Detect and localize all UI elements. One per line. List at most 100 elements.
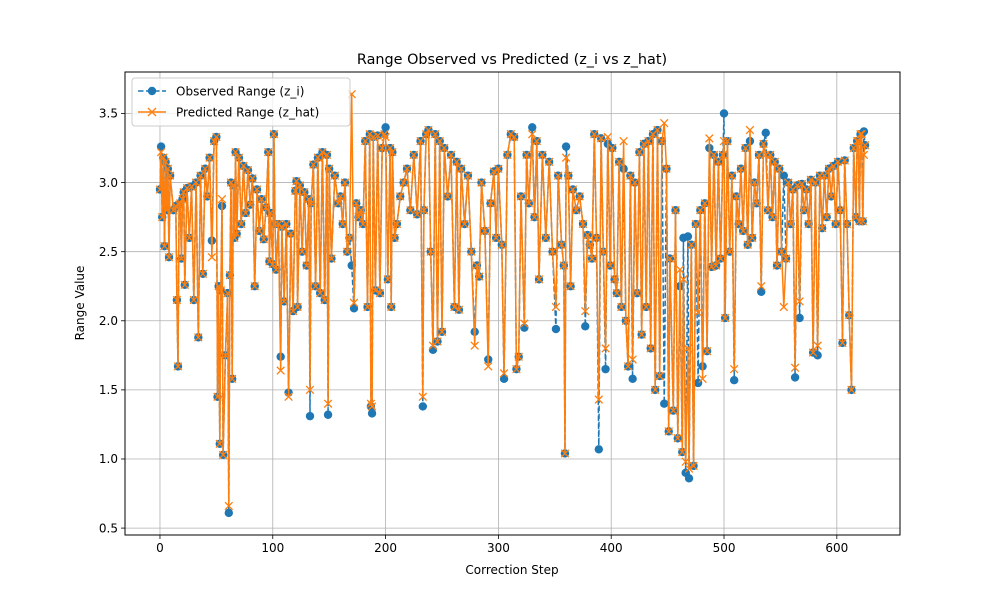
data-point-x: [608, 143, 617, 153]
data-point-x: [223, 288, 232, 298]
data-point-x: [548, 247, 557, 256]
data-point-circle: [581, 322, 590, 331]
data-point-x: [681, 457, 690, 467]
data-point-x: [689, 461, 698, 471]
data-point-x: [209, 136, 219, 146]
plot-frame: [124, 71, 901, 536]
data-point-circle: [594, 445, 603, 454]
data-point-x: [452, 157, 461, 167]
data-point-x: [340, 178, 350, 187]
data-point-x: [659, 118, 669, 128]
data-point-x: [766, 150, 775, 160]
data-point-x: [860, 140, 870, 150]
data-point-x: [293, 302, 302, 312]
data-point-x: [164, 252, 174, 262]
data-point-circle: [779, 171, 789, 180]
data-point-x: [279, 297, 289, 306]
data-point-circle: [795, 313, 804, 323]
data-point-x: [354, 212, 363, 222]
data-point-circle: [601, 364, 610, 374]
data-point-x: [424, 125, 433, 135]
data-point-x: [311, 281, 320, 291]
data-point-circle: [349, 304, 359, 313]
data-point-x: [621, 316, 631, 326]
data-point-x: [544, 157, 554, 167]
data-point-x: [516, 192, 526, 201]
data-point-x: [842, 219, 852, 229]
data-point-x: [614, 157, 624, 167]
data-point-x: [532, 136, 542, 146]
data-point-x: [291, 186, 300, 196]
data-point-circle: [551, 324, 561, 334]
x-tick-label: 200: [374, 541, 397, 555]
data-point-x: [571, 205, 581, 215]
data-point-circle: [528, 123, 537, 132]
data-point-x: [530, 212, 539, 222]
data-point-x: [752, 199, 761, 208]
data-point-x: [775, 164, 784, 174]
data-point-x: [668, 406, 678, 415]
series-predicted: [155, 89, 870, 511]
data-point-x: [402, 164, 412, 174]
data-point-x: [497, 240, 507, 250]
data-point-x: [575, 192, 584, 201]
data-point-x: [194, 333, 203, 342]
data-point-x: [367, 402, 377, 411]
data-point-x: [266, 208, 275, 218]
data-point-x: [817, 223, 827, 233]
data-point-x: [657, 136, 667, 146]
data-point-x: [858, 217, 868, 226]
y-tick-label: 1.0: [99, 452, 118, 466]
data-point-x: [463, 171, 473, 180]
data-point-x: [723, 136, 732, 146]
data-point-x: [522, 150, 531, 160]
data-point-x: [784, 178, 793, 187]
x-tick-label: 400: [600, 541, 623, 555]
data-point-x: [564, 171, 573, 180]
data-point-x: [786, 219, 795, 229]
data-point-x: [486, 199, 495, 208]
data-point-x: [662, 164, 671, 174]
data-point-circle: [224, 508, 233, 518]
data-point-x: [524, 199, 534, 208]
data-point-x: [231, 147, 240, 157]
data-point-x: [822, 212, 831, 222]
x-tick-label: 600: [825, 541, 848, 555]
data-point-x: [218, 450, 228, 460]
data-point-circle: [628, 374, 637, 384]
data-point-x: [322, 150, 332, 160]
axis-ticks: 0 100 200 300 400 500 600 0.5 1.0 1.5 2.0 2.5 3.0 3.5: [99, 107, 848, 555]
data-point-x: [419, 205, 429, 215]
data-point-x: [503, 150, 512, 160]
data-point-x: [855, 217, 864, 226]
data-point-x: [599, 247, 608, 256]
data-point-circle: [761, 128, 770, 138]
data-point-x: [268, 259, 278, 269]
data-point-x: [772, 261, 782, 270]
data-point-x: [161, 157, 170, 167]
data-point-x: [806, 175, 816, 185]
data-point-x: [630, 178, 640, 187]
data-point-x: [665, 254, 675, 263]
data-point-x: [534, 275, 544, 284]
legend-label-predicted: Predicted Range (z_hat): [176, 106, 319, 120]
data-point-x: [430, 129, 440, 139]
data-point-x: [520, 319, 529, 328]
data-point-x: [590, 129, 599, 139]
data-point-x: [637, 330, 646, 339]
data-point-x: [826, 192, 836, 201]
data-point-x: [284, 392, 293, 402]
data-point-x: [813, 341, 822, 350]
data-point-x: [196, 171, 205, 180]
data-point-x: [561, 153, 571, 162]
data-point-x: [673, 433, 683, 443]
data-point-x: [480, 226, 490, 236]
data-point-x: [779, 302, 789, 312]
data-point-x: [421, 129, 431, 139]
data-point-x: [509, 132, 519, 142]
data-point-x: [795, 297, 804, 306]
data-point-circle: [381, 123, 390, 132]
data-point-x: [499, 369, 509, 378]
data-point-x: [601, 344, 610, 353]
data-point-x: [304, 194, 314, 204]
